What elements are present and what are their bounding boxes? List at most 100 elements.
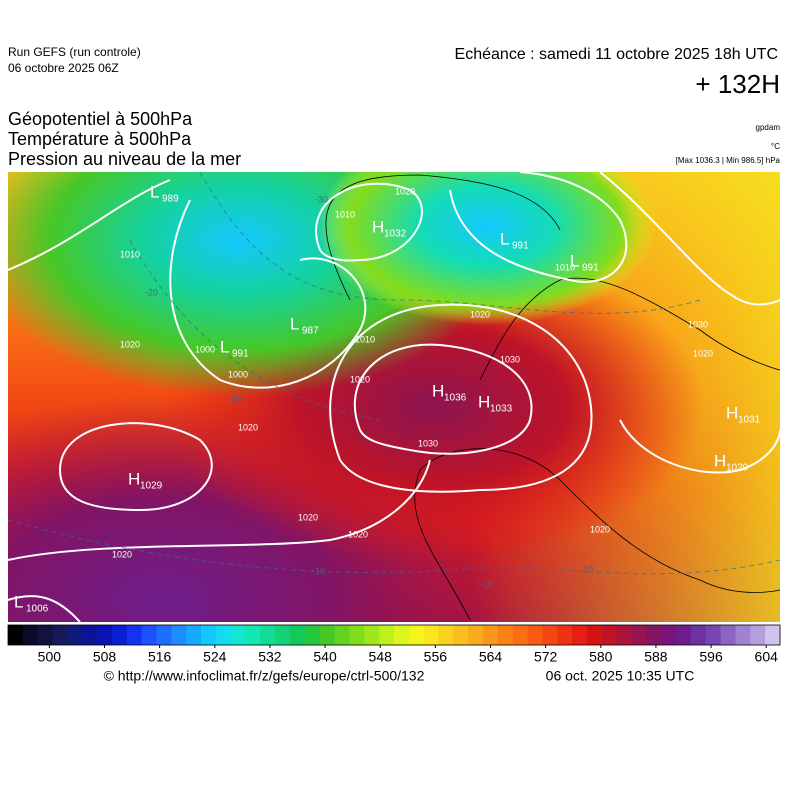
color-swatch xyxy=(379,625,395,645)
color-swatch xyxy=(334,625,350,645)
pressure-center-value: 989 xyxy=(162,194,179,205)
color-swatch xyxy=(512,625,529,645)
pressure-center-value: 987 xyxy=(302,326,319,337)
pressure-center-value: 1029 xyxy=(140,481,163,492)
isobar-label: 1020 xyxy=(238,422,258,432)
color-swatch xyxy=(67,625,83,645)
pressure-center-letter: L xyxy=(150,182,159,201)
color-swatch xyxy=(186,625,202,645)
color-swatch xyxy=(601,625,618,645)
color-swatch xyxy=(37,625,54,645)
pressure-center-letter: H xyxy=(432,381,444,400)
color-swatch xyxy=(750,625,766,645)
color-swatch xyxy=(572,625,588,645)
colorbar-tick-label: 516 xyxy=(148,649,172,665)
pressure-center-letter: H xyxy=(726,403,738,422)
pressure-center-value: 1036 xyxy=(444,393,467,404)
run-date: 06 octobre 2025 06Z xyxy=(8,61,119,75)
pressure-center-letter: H xyxy=(372,217,384,236)
colorbar-tick-label: 548 xyxy=(369,649,393,665)
color-swatch xyxy=(423,625,440,645)
color-swatch xyxy=(438,625,454,645)
color-swatch xyxy=(676,625,692,645)
colorbar-tick-label: 500 xyxy=(38,649,62,665)
colorbar-tick-label: 540 xyxy=(313,649,337,665)
colorbar-tick-label: 556 xyxy=(424,649,448,665)
color-swatch xyxy=(661,625,677,645)
temperature-label: -10 xyxy=(580,564,593,574)
color-swatch xyxy=(8,625,24,645)
color-swatch xyxy=(22,625,39,645)
pressure-center-value: 991 xyxy=(512,241,529,252)
colorbar-tick-label: 532 xyxy=(258,649,282,665)
isobar-label: 1000 xyxy=(195,344,215,354)
color-swatch xyxy=(616,625,633,645)
isobar-label: 1010 xyxy=(355,334,375,344)
color-swatch xyxy=(468,625,484,645)
color-swatch xyxy=(97,625,113,645)
source-url: © http://www.infoclimat.fr/z/gefs/europe… xyxy=(104,668,425,684)
isobar-label: 1030 xyxy=(418,438,438,448)
map xyxy=(7,171,781,623)
isobar-label: 1020 xyxy=(693,348,713,358)
color-swatch xyxy=(705,625,722,645)
field-name: Pression au niveau de la mer xyxy=(8,149,241,169)
pressure-center-letter: L xyxy=(290,314,299,333)
unit: gpdam xyxy=(756,123,781,132)
color-swatch xyxy=(631,625,647,645)
pressure-center-letter: L xyxy=(14,592,23,611)
pressure-center-value: 991 xyxy=(232,349,249,360)
isobar-label: 1020 xyxy=(395,186,415,196)
colorbar-tick-label: 564 xyxy=(479,649,503,665)
temperature-label: -30 xyxy=(315,194,328,204)
color-swatch xyxy=(52,625,68,645)
isobar-label: 1020 xyxy=(350,374,370,384)
temperature-label: -20 xyxy=(228,394,241,404)
color-swatch xyxy=(126,625,143,645)
colorbar-tick-label: 572 xyxy=(534,649,558,665)
color-swatch xyxy=(215,625,232,645)
color-swatch xyxy=(319,625,336,645)
isobar-label: 1000 xyxy=(228,369,248,379)
unit: [Max 1036.3 | Min 986.5] hPa xyxy=(676,156,781,165)
color-swatch xyxy=(349,625,365,645)
color-swatch xyxy=(483,625,499,645)
color-swatch xyxy=(230,625,247,645)
color-swatch xyxy=(245,625,261,645)
field-name: Température à 500hPa xyxy=(8,129,192,149)
issue-date: 06 oct. 2025 10:35 UTC xyxy=(546,668,695,684)
colorbar-tick-label: 508 xyxy=(93,649,117,665)
pressure-center-letter: L xyxy=(220,337,229,356)
color-swatch xyxy=(171,625,187,645)
isobar-label: 1020 xyxy=(590,524,610,534)
temperature-label: -10 xyxy=(480,579,493,589)
color-swatch xyxy=(720,625,736,645)
color-swatch xyxy=(542,625,558,645)
color-swatch xyxy=(394,625,410,645)
forecast-time: Echéance : samedi 11 octobre 2025 18h UT… xyxy=(455,46,778,63)
pressure-center-value: 1033 xyxy=(490,404,513,415)
color-swatch xyxy=(82,625,98,645)
color-swatch xyxy=(497,625,514,645)
temperature-label: -20 xyxy=(145,287,158,297)
colorbar-frame xyxy=(7,624,781,646)
isobar-label: 1010 xyxy=(555,262,575,272)
color-swatch xyxy=(290,625,306,645)
isobar-label: 1010 xyxy=(120,249,140,259)
isobar-label: 1010 xyxy=(335,209,355,219)
color-swatch xyxy=(156,625,172,645)
isobar-label: 1020 xyxy=(348,529,368,539)
pressure-center-value: 1031 xyxy=(738,415,761,426)
color-swatch xyxy=(765,625,781,645)
color-swatch xyxy=(646,625,662,645)
colorbar: 500 508 516 524 532 540 548 556 564 572 580 588 596 6… xyxy=(7,624,781,665)
color-swatch xyxy=(201,625,217,645)
pressure-center-letter: H xyxy=(478,392,490,411)
isobar-label: 1020 xyxy=(120,339,140,349)
pressure-center-value: 991 xyxy=(582,263,599,274)
pressure-center-letter: L xyxy=(570,251,579,270)
isobar-label: 1020 xyxy=(298,512,318,522)
color-swatch xyxy=(453,625,469,645)
